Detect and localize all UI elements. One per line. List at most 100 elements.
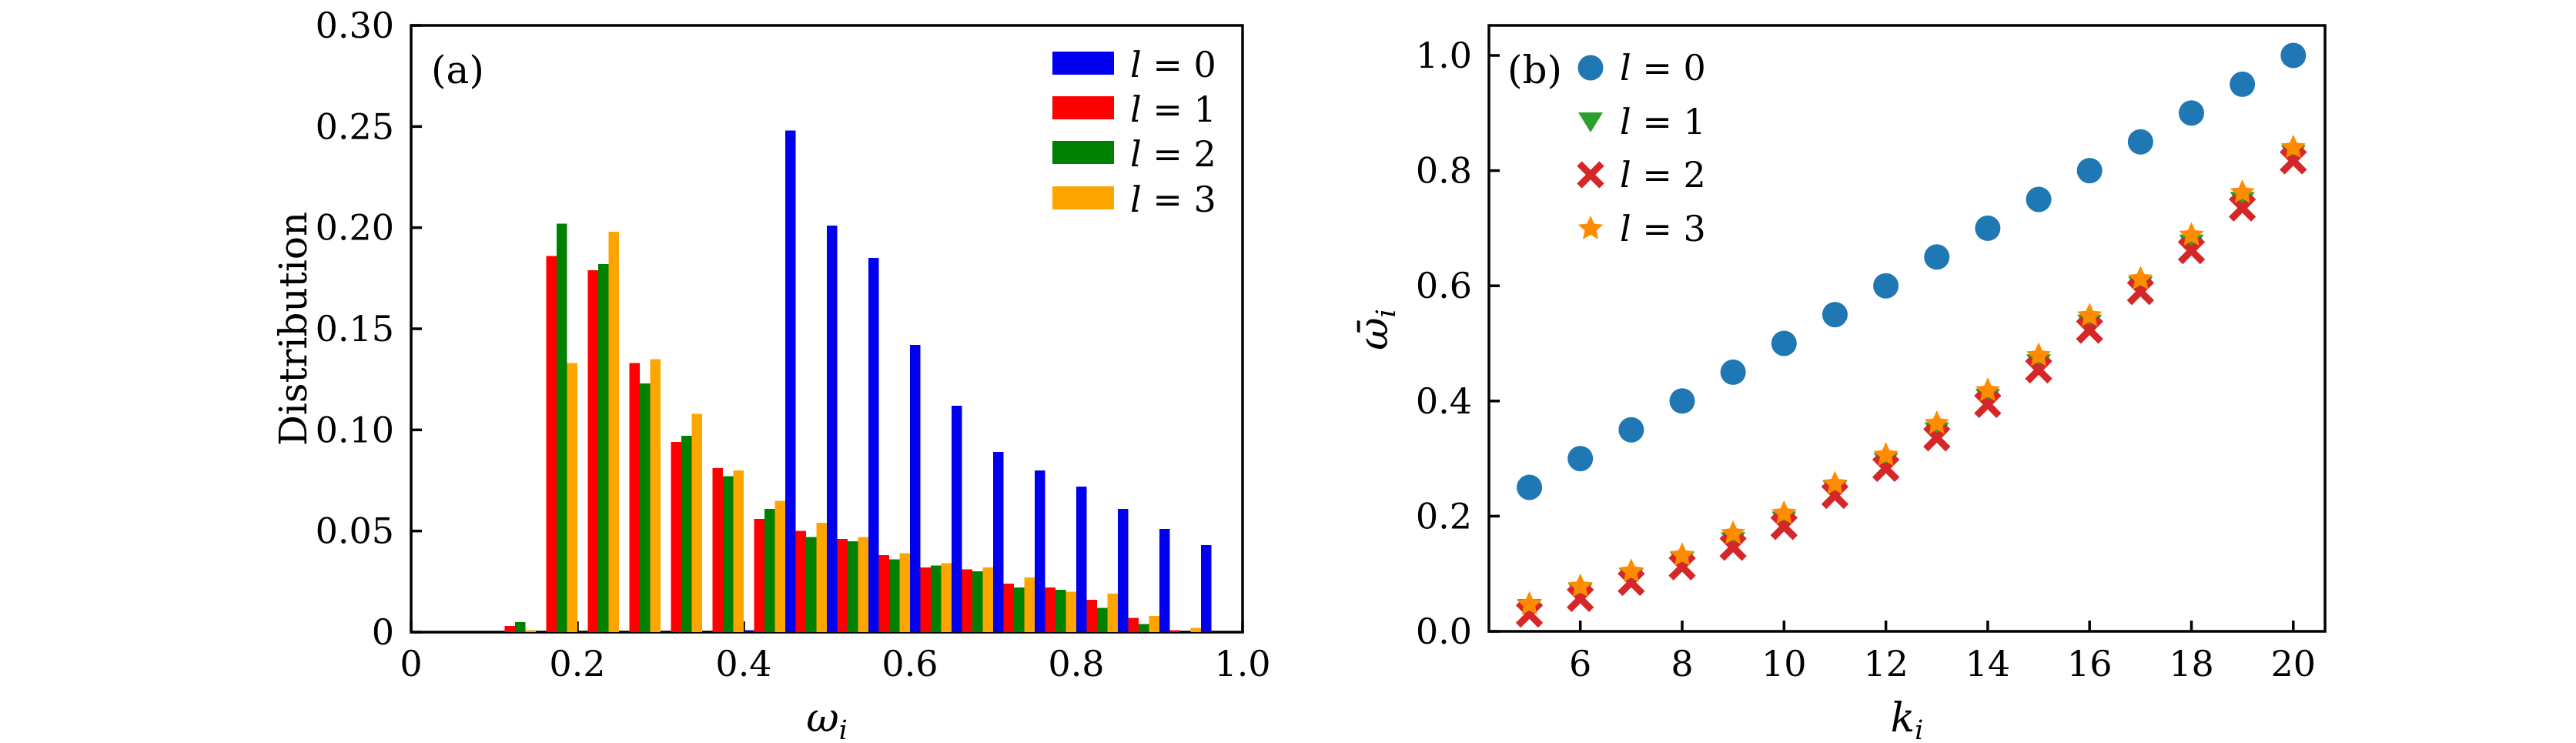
bar — [1107, 594, 1118, 632]
bar — [920, 567, 931, 632]
bar — [671, 442, 681, 632]
bar — [629, 363, 640, 632]
y-tick-label: 0.05 — [316, 510, 394, 552]
scatter-point-star — [1924, 410, 1949, 434]
scatter-point-circle — [2127, 129, 2153, 155]
y-tick-label: 0.4 — [1416, 380, 1472, 422]
panel-b-xlabel: ki — [1891, 695, 1924, 743]
scatter-point-star — [1567, 573, 1593, 597]
scatter-point-circle — [2230, 71, 2256, 97]
x-tick-label: 16 — [2067, 643, 2113, 684]
legend-a-label: l = 1 — [1130, 89, 1216, 130]
x-tick-label: 14 — [1965, 643, 2011, 684]
x-tick-label: 0 — [400, 643, 422, 684]
bar — [744, 630, 754, 632]
panel-a-tag: (a) — [431, 48, 484, 92]
scatter-point-x — [2076, 316, 2103, 344]
bar — [1128, 617, 1139, 632]
bar-series-3 — [525, 231, 1201, 632]
panel-b-chart: 6 8 10 12 14 16 18 20 0.0 0.2 0.4 0.6 0.8 1.0 (b) ki ω̄i… — [1351, 24, 2327, 743]
bar — [982, 567, 993, 632]
bar — [962, 569, 972, 632]
legend-a-swatch — [1052, 52, 1114, 75]
bar — [1159, 529, 1170, 632]
legend-b-marker-x — [1577, 161, 1604, 189]
bar — [910, 345, 921, 632]
y-tick-label: 0.0 — [1416, 611, 1472, 652]
bar — [567, 363, 577, 632]
legend-a-label: l = 0 — [1130, 44, 1216, 85]
scatter-series-0 — [1517, 42, 2307, 500]
x-tick-label: 6 — [1569, 643, 1591, 684]
bar — [1055, 589, 1066, 632]
bar — [712, 468, 723, 632]
scatter-point-circle — [1669, 388, 1695, 414]
scatter-point-circle — [1924, 244, 1950, 270]
bar — [764, 508, 775, 632]
legend-a: l = 0l = 1l = 2l = 3 — [1052, 44, 1216, 220]
scatter-point-circle — [1720, 359, 1746, 385]
legend-b-label: l = 2 — [1620, 154, 1706, 196]
bar — [1201, 545, 1212, 632]
bar — [889, 559, 900, 632]
scatter-point-x — [1770, 513, 1798, 541]
x-tick-label: 20 — [2271, 643, 2317, 684]
scatter-point-x — [1567, 584, 1594, 613]
scatter-point-star — [1721, 520, 1746, 544]
x-tick-label: 0.2 — [549, 643, 605, 684]
scatter-point-x — [2280, 147, 2307, 175]
scatter-point-circle — [2076, 158, 2103, 184]
panel-b-ylabel: ω̄i — [1351, 309, 1402, 350]
scatter-point-circle — [1618, 417, 1644, 443]
scatter-point-star — [1771, 500, 1797, 524]
x-tick-label: 0.4 — [715, 643, 771, 684]
bar — [827, 226, 838, 632]
bar — [546, 256, 557, 632]
scatter-point-x — [1668, 553, 1696, 581]
bar — [1035, 470, 1045, 632]
legend-b-label: l = 3 — [1620, 208, 1706, 249]
scatter-point-star — [2280, 134, 2306, 159]
scatter-point-circle — [1517, 474, 1543, 500]
bar — [681, 436, 692, 632]
bar — [993, 452, 1004, 632]
bar — [515, 621, 526, 632]
scatter-point-star — [2077, 303, 2103, 326]
bar-series-2 — [515, 223, 1149, 632]
y-tick-label: 0.6 — [1416, 265, 1472, 306]
bar — [837, 539, 848, 632]
bar — [858, 537, 868, 632]
scatter-point-star — [2026, 342, 2052, 366]
legend-b: l = 0 l = 1 l = 2 l = 3 — [1577, 47, 1706, 249]
scatter-point-star — [1669, 542, 1695, 566]
bar — [816, 523, 827, 632]
plot-border-b — [1487, 24, 2327, 633]
x-tick-label: 18 — [2169, 643, 2214, 684]
bar — [878, 555, 889, 632]
bar — [1003, 584, 1014, 632]
bar — [608, 231, 619, 632]
bar — [525, 630, 536, 632]
bar — [1169, 630, 1180, 632]
bar — [1024, 577, 1035, 632]
bar — [848, 541, 858, 632]
panel-a-xlabel: ωi — [806, 695, 848, 743]
bar — [504, 626, 515, 632]
bar — [941, 563, 952, 632]
bar — [691, 413, 702, 632]
scatter-point-x — [1618, 568, 1645, 597]
bar — [723, 476, 734, 632]
scatter-series-2 — [1515, 147, 2307, 628]
y-tick-label: 0.20 — [316, 207, 394, 249]
legend-b-label: l = 1 — [1620, 101, 1706, 142]
panel-a-chart: 0 0.2 0.4 0.6 0.8 1.0 0 0.05 0.10 0.15 0.20 0.25 0.3… — [271, 5, 1271, 743]
scatter-point-x — [2177, 236, 2206, 265]
scatter-point-x — [2126, 277, 2155, 306]
legend-a-swatch — [1052, 141, 1114, 164]
scatter-point-star — [2128, 266, 2153, 290]
bar — [1014, 587, 1025, 632]
scatter-point-star — [2230, 179, 2255, 203]
scatter-point-x — [2025, 356, 2052, 384]
